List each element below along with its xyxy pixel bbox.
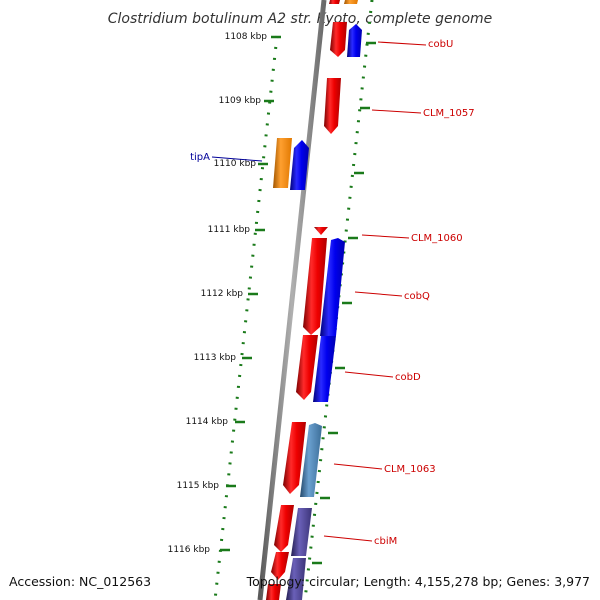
kbp-label: 1112 kbp xyxy=(201,289,244,299)
gene-feature-forward[interactable] xyxy=(330,22,347,57)
gene-label-cobq[interactable]: cobQ xyxy=(404,291,430,302)
gene-label-tipa[interactable]: tipA xyxy=(190,152,210,163)
kbp-label: 1116 kbp xyxy=(168,545,211,555)
kbp-labels: 1108 kbp 1109 kbp 1110 kbp 1111 kbp 1112… xyxy=(168,32,268,555)
gene-label-clm-1057[interactable]: CLM_1057 xyxy=(423,108,475,119)
inner-tick-marks xyxy=(312,41,376,565)
gene-label-cobd[interactable]: cobD xyxy=(395,372,421,383)
gene-feature-forward[interactable] xyxy=(303,238,327,335)
kbp-label: 1110 kbp xyxy=(214,159,257,169)
topology-label: Topology: circular; Length: 4,155,278 bp… xyxy=(246,574,590,589)
kbp-label: 1109 kbp xyxy=(219,96,262,106)
gene-feature-steel[interactable] xyxy=(300,423,322,497)
accession-label: Accession: NC_012563 xyxy=(9,574,152,589)
gene-feature-forward[interactable] xyxy=(296,335,318,400)
inner-tick-track xyxy=(303,0,374,600)
kbp-label: 1115 kbp xyxy=(177,481,220,491)
gene-feature-forward[interactable] xyxy=(274,505,294,552)
gene-label-leaders xyxy=(211,41,427,542)
gene-feature-reverse[interactable] xyxy=(320,238,345,336)
gene-feature-orange[interactable] xyxy=(344,0,358,4)
kbp-label: 1111 kbp xyxy=(208,225,251,235)
gene-feature-reverse[interactable] xyxy=(347,24,362,57)
kbp-tick-marks xyxy=(220,35,281,552)
gene-label-clm-1060[interactable]: CLM_1060 xyxy=(411,233,463,244)
map-title: Clostridium botulinum A2 str. Kyoto, com… xyxy=(108,11,493,27)
genome-backbone xyxy=(257,0,327,600)
gene-feature-slate[interactable] xyxy=(286,558,306,600)
gene-label-cobu[interactable]: cobU xyxy=(428,39,453,50)
gene-labels: cobU CLM_1057 tipA CLM_1060 cobQ cobD CL… xyxy=(190,39,475,547)
gene-features[interactable] xyxy=(266,0,362,600)
gene-feature-reverse[interactable] xyxy=(313,336,336,402)
gene-feature-orange[interactable] xyxy=(273,138,292,188)
kbp-label: 1114 kbp xyxy=(186,417,229,427)
gene-feature-forward[interactable] xyxy=(283,422,306,494)
kbp-label: 1108 kbp xyxy=(225,32,268,42)
gene-label-clm-1063[interactable]: CLM_1063 xyxy=(384,464,436,475)
gene-feature-forward[interactable] xyxy=(271,552,289,580)
gene-feature-forward[interactable] xyxy=(324,78,341,134)
gene-feature-forward[interactable] xyxy=(266,584,281,600)
kbp-label: 1113 kbp xyxy=(194,353,237,363)
gene-feature-reverse[interactable] xyxy=(290,140,309,190)
gene-feature-forward[interactable] xyxy=(314,227,328,235)
gene-feature-slate[interactable] xyxy=(291,508,312,556)
gene-label-cbim[interactable]: cbiM xyxy=(374,536,397,547)
gene-feature-forward[interactable] xyxy=(329,0,340,4)
